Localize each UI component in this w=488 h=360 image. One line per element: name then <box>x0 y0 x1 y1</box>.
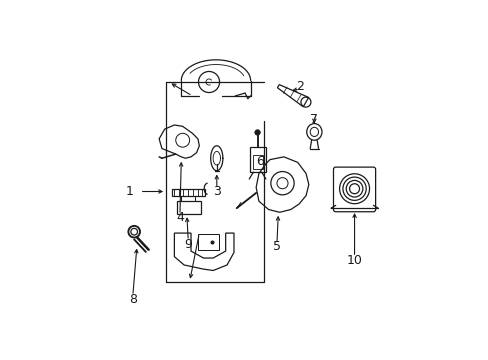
Text: 10: 10 <box>346 254 362 267</box>
Text: 9: 9 <box>184 238 192 251</box>
Text: 1: 1 <box>126 185 134 198</box>
Text: 6: 6 <box>256 154 264 167</box>
Text: 2: 2 <box>295 80 303 93</box>
Bar <box>249 147 265 172</box>
Text: 7: 7 <box>310 113 318 126</box>
Bar <box>253 156 262 169</box>
Bar <box>171 189 204 196</box>
Text: 5: 5 <box>272 240 281 253</box>
Bar <box>177 201 200 214</box>
Text: 8: 8 <box>128 293 137 306</box>
Text: 3: 3 <box>212 185 220 198</box>
Circle shape <box>254 130 260 135</box>
Bar <box>198 234 218 250</box>
Text: 4: 4 <box>176 211 183 224</box>
